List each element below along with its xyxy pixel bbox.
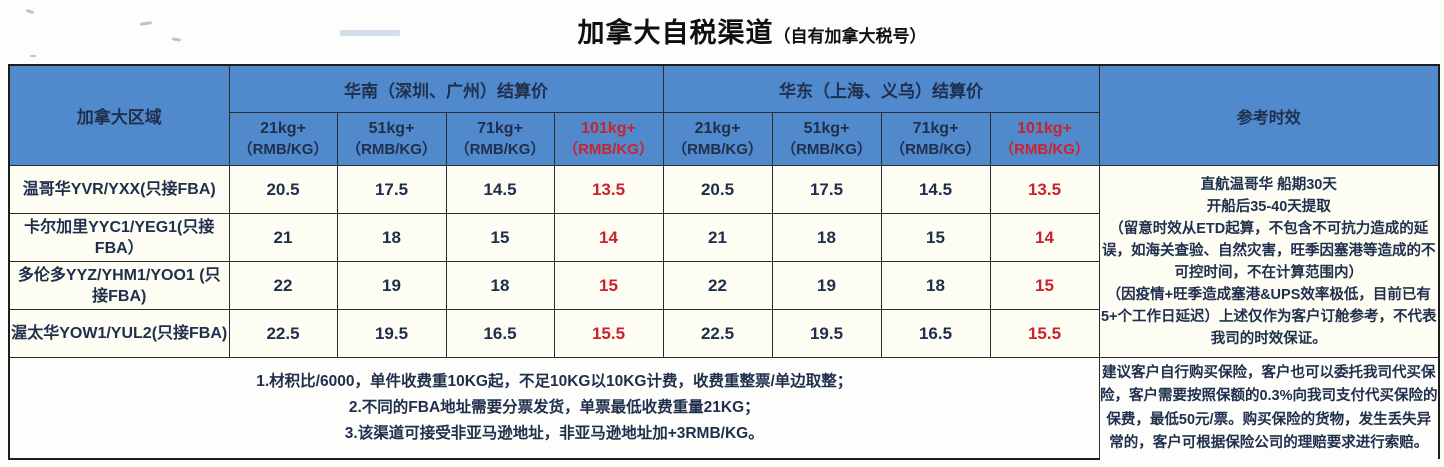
table-row: 多伦多YYZ/YHM1/YOO1 (只接FBA) 22 19 18 15 22 …: [8, 261, 1439, 310]
weight-header-east-21kg: 21kg+ （RMB/KG）: [662, 112, 773, 166]
page-title-main: 加拿大自税渠道: [577, 18, 774, 48]
weight-header-east-101kg: 101kg+ （RMB/KG）: [989, 112, 1100, 166]
price-cell: 15: [880, 213, 991, 262]
price-cell: 14.5: [880, 165, 991, 214]
timeliness-cell: 直航温哥华 船期30天 开船后35-40天提取 （留意时效从ETD起算，不包含不…: [1098, 165, 1440, 358]
price-cell: 17.5: [336, 165, 447, 214]
price-cell: 20.5: [662, 165, 773, 214]
price-cell: 15.5: [553, 309, 664, 358]
table-row: 卡尔加里YYC1/YEG1(只接FBA） 21 18 15 14 21 18 1…: [8, 213, 1439, 262]
weight-label: 71kg+: [912, 120, 959, 137]
price-cell: 15.5: [989, 309, 1100, 358]
price-cell: 18: [445, 261, 555, 310]
timeliness-column-header: 参考时效: [1098, 64, 1440, 166]
price-cell: 22: [662, 261, 773, 310]
price-cell: 15: [445, 213, 555, 262]
scan-artifact: [30, 55, 36, 57]
timeliness-line: 直航温哥华 船期30天: [1200, 176, 1337, 193]
timeliness-line: （因疫情+旺季造成塞港&UPS效率极低，目前已有5+个工作日延迟）上述仅作为客户…: [1100, 286, 1437, 347]
weight-unit: （RMB/KG）: [890, 141, 981, 158]
weight-unit: （RMB/KG）: [999, 141, 1090, 158]
price-cell: 19.5: [336, 309, 447, 358]
price-cell: 19.5: [771, 309, 882, 358]
price-cell: 17.5: [771, 165, 882, 214]
weight-header-south-101kg: 101kg+ （RMB/KG）: [553, 112, 664, 166]
price-cell: 22.5: [228, 309, 338, 358]
rates-table: 加拿大区域 华南（深圳、广州）结算价 华东（上海、义乌）结算价 参考时效 21k…: [8, 64, 1440, 460]
price-cell: 13.5: [553, 165, 664, 214]
price-cell: 15: [553, 261, 664, 310]
weight-header-east-71kg: 71kg+ （RMB/KG）: [880, 112, 991, 166]
timeliness-line: （留意时效从ETD起算，不包含不可抗力造成的延误，如海关查验、自然灾害，旺季因塞…: [1102, 220, 1436, 281]
weight-unit: （RMB/KG）: [346, 141, 437, 158]
region-cell: 卡尔加里YYC1/YEG1(只接FBA）: [8, 213, 230, 262]
table-row: 温哥华YVR/YXX(只接FBA) 20.5 17.5 14.5 13.5 20…: [8, 165, 1440, 358]
page-title-sub: （自有加拿大税号）: [773, 27, 927, 46]
price-cell: 15: [989, 261, 1100, 310]
group-header-east-china: 华东（上海、义乌）结算价: [662, 64, 1100, 113]
price-cell: 13.5: [989, 165, 1100, 214]
price-cell: 14: [553, 213, 664, 262]
channel-note-line: 3.该渠道可接受非亚马逊地址，非亚马逊地址加+3RMB/KG。: [344, 425, 764, 442]
timeliness-line: 开船后35-40天提取: [1206, 198, 1331, 215]
price-cell: 14: [989, 213, 1100, 262]
price-cell: 20.5: [228, 165, 338, 214]
weight-label: 51kg+: [803, 120, 850, 137]
group-header-south-china: 华南（深圳、广州）结算价: [228, 64, 664, 113]
price-cell: 22: [228, 261, 338, 310]
table-row: 渥太华YOW1/YUL2(只接FBA) 22.5 19.5 16.5 15.5 …: [8, 309, 1439, 358]
channel-note-line: 1.材积比/6000，单件收费重10KG起，不足10KG以10KG计费，收费重整…: [256, 373, 853, 390]
weight-label: 101kg+: [1017, 120, 1072, 137]
weight-unit: （RMB/KG）: [781, 141, 872, 158]
price-cell: 21: [662, 213, 773, 262]
weight-label: 101kg+: [581, 120, 636, 137]
region-cell: 多伦多YYZ/YHM1/YOO1 (只接FBA): [8, 261, 230, 310]
price-cell: 16.5: [445, 309, 555, 358]
price-cell: 16.5: [880, 309, 991, 358]
weight-header-south-21kg: 21kg+ （RMB/KG）: [228, 112, 338, 166]
page-title: 加拿大自税渠道（自有加拿大税号）: [30, 11, 1444, 50]
region-column-header: 加拿大区域: [8, 64, 230, 166]
channel-notes: 1.材积比/6000，单件收费重10KG起，不足10KG以10KG计费，收费重整…: [8, 357, 1100, 460]
price-cell: 19: [771, 261, 882, 310]
weight-label: 71kg+: [477, 120, 523, 137]
price-cell: 19: [336, 261, 447, 310]
price-cell: 18: [336, 213, 447, 262]
region-cell: 温哥华YVR/YXX(只接FBA): [8, 165, 230, 214]
channel-note-line: 2.不同的FBA地址需要分票发货，单票最低收费重量21KG；: [348, 399, 760, 416]
weight-unit: （RMB/KG）: [672, 141, 763, 158]
region-cell: 渥太华YOW1/YUL2(只接FBA): [8, 309, 230, 358]
weight-label: 51kg+: [368, 120, 415, 137]
weight-label: 21kg+: [694, 120, 741, 137]
price-cell: 21: [228, 213, 338, 262]
weight-unit: （RMB/KG）: [237, 141, 329, 158]
weight-header-east-51kg: 51kg+ （RMB/KG）: [771, 112, 882, 166]
weight-unit: （RMB/KG）: [454, 141, 546, 158]
weight-header-south-51kg: 51kg+ （RMB/KG）: [336, 112, 447, 166]
price-cell: 14.5: [445, 165, 555, 214]
scan-artifact: [340, 30, 400, 36]
weight-header-south-71kg: 71kg+ （RMB/KG）: [445, 112, 555, 166]
price-cell: 18: [880, 261, 991, 310]
weight-unit: （RMB/KG）: [563, 141, 654, 158]
price-cell: 22.5: [662, 309, 773, 358]
weight-label: 21kg+: [260, 120, 306, 137]
price-cell: 18: [771, 213, 882, 262]
insurance-note: 建议客户自行购买保险，客户也可以委托我司代买保险，客户需要按照保额的0.3%向我…: [1098, 357, 1440, 459]
notes-row: 1.材积比/6000，单件收费重10KG起，不足10KG以10KG计费，收费重整…: [8, 357, 1440, 460]
